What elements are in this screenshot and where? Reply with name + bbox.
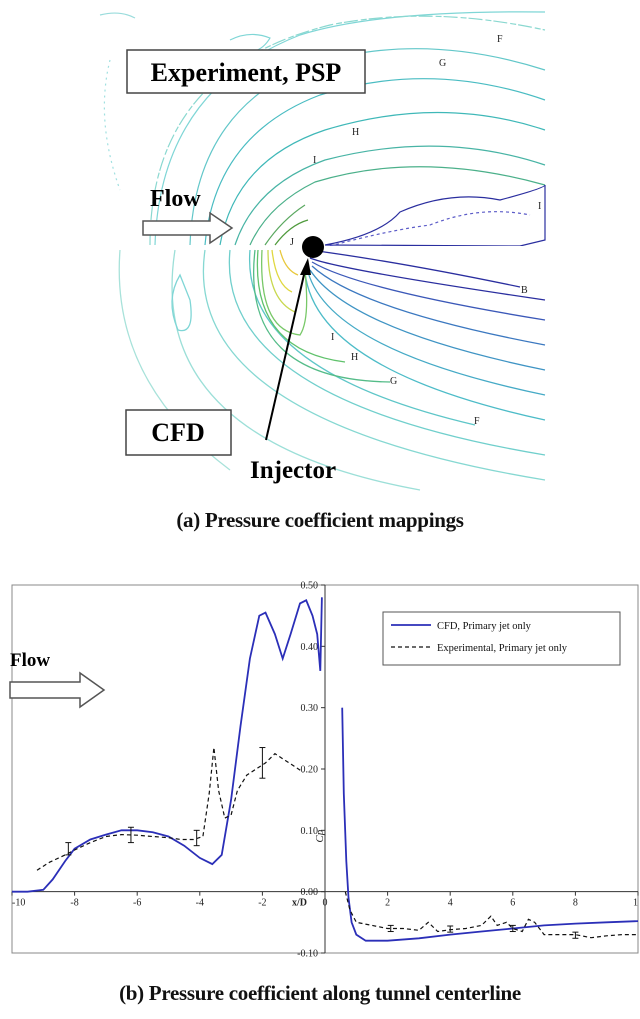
injector-dot <box>302 236 324 258</box>
chart-axes: -10 -8 -6 -4 -2 0 2 4 6 8 1 -0.10 0.00 0.10 0.20 0.30 0.… <box>11 581 639 960</box>
y-axis-label: Cp <box>314 829 326 842</box>
pressure-contour-map: F G H I J B I H G F I Flow Experiment, P… <box>99 11 546 491</box>
experiment-psp-label: Experiment, PSP <box>151 58 342 87</box>
flow-label-b: Flow <box>10 650 50 671</box>
y-tick-label: -0.10 <box>297 949 318 960</box>
y-tick-label: 0.30 <box>301 703 319 714</box>
legend-box <box>382 611 621 666</box>
contour-label: F <box>497 34 503 45</box>
x-tick-label: 4 <box>448 898 453 909</box>
x-tick-label: 8 <box>573 898 578 909</box>
y-tick-label: 0.00 <box>301 887 319 898</box>
flow-arrow-icon <box>9 671 106 709</box>
contour-label: H <box>352 127 359 138</box>
chart-error-bars <box>65 747 579 939</box>
y-tick-label: 0.20 <box>301 765 319 776</box>
caption-a: (a) Pressure coefficient mappings <box>176 508 464 532</box>
contour-label: I <box>538 201 541 212</box>
y-tick-label: 0.40 <box>301 642 319 653</box>
y-tick-label: 0.10 <box>301 826 319 837</box>
contour-label: F <box>474 416 480 427</box>
injector-arrow-head <box>300 258 311 275</box>
contour-label: G <box>439 58 446 69</box>
legend-label: Experimental, Primary jet only <box>437 643 568 654</box>
flow-label-a: Flow <box>150 186 201 212</box>
x-tick-label: 6 <box>510 898 515 909</box>
centerline-cp-chart: -10 -8 -6 -4 -2 0 2 4 6 8 1 -0.10 0.00 0.10 0.20 0.30 0.… <box>9 581 639 960</box>
psp-contours <box>99 11 546 247</box>
contour-label: H <box>351 352 358 363</box>
x-tick-label: 0 <box>323 898 328 909</box>
x-tick-label: -4 <box>196 898 204 909</box>
x-tick-label: -6 <box>133 898 141 909</box>
x-axis-label: x/D <box>292 898 307 909</box>
chart-legend: CFD, Primary jet only Experimental, Prima… <box>382 611 621 666</box>
x-tick-label: 1 <box>633 898 638 909</box>
contour-label: I <box>331 332 334 343</box>
y-tick-label: 0.50 <box>301 581 319 592</box>
legend-label: CFD, Primary jet only <box>437 621 532 632</box>
x-tick-label: -2 <box>258 898 266 909</box>
injector-label: Injector <box>250 457 336 484</box>
cfd-series-line <box>12 597 323 893</box>
x-tick-label: -8 <box>70 898 78 909</box>
experimental-series-line <box>344 891 638 939</box>
chart-series <box>12 597 639 942</box>
x-tick-label: -10 <box>12 898 25 909</box>
cfd-series-line <box>341 707 639 942</box>
contour-label: G <box>390 376 397 387</box>
experimental-series-line <box>36 747 304 871</box>
contour-label: I <box>313 155 316 166</box>
caption-b: (b) Pressure coefficient along tunnel ce… <box>119 981 521 1005</box>
x-tick-label: 2 <box>385 898 390 909</box>
flow-arrow-icon <box>142 211 234 245</box>
contour-label: J <box>290 237 294 248</box>
cfd-label: CFD <box>151 418 204 447</box>
contour-label: B <box>521 285 528 296</box>
